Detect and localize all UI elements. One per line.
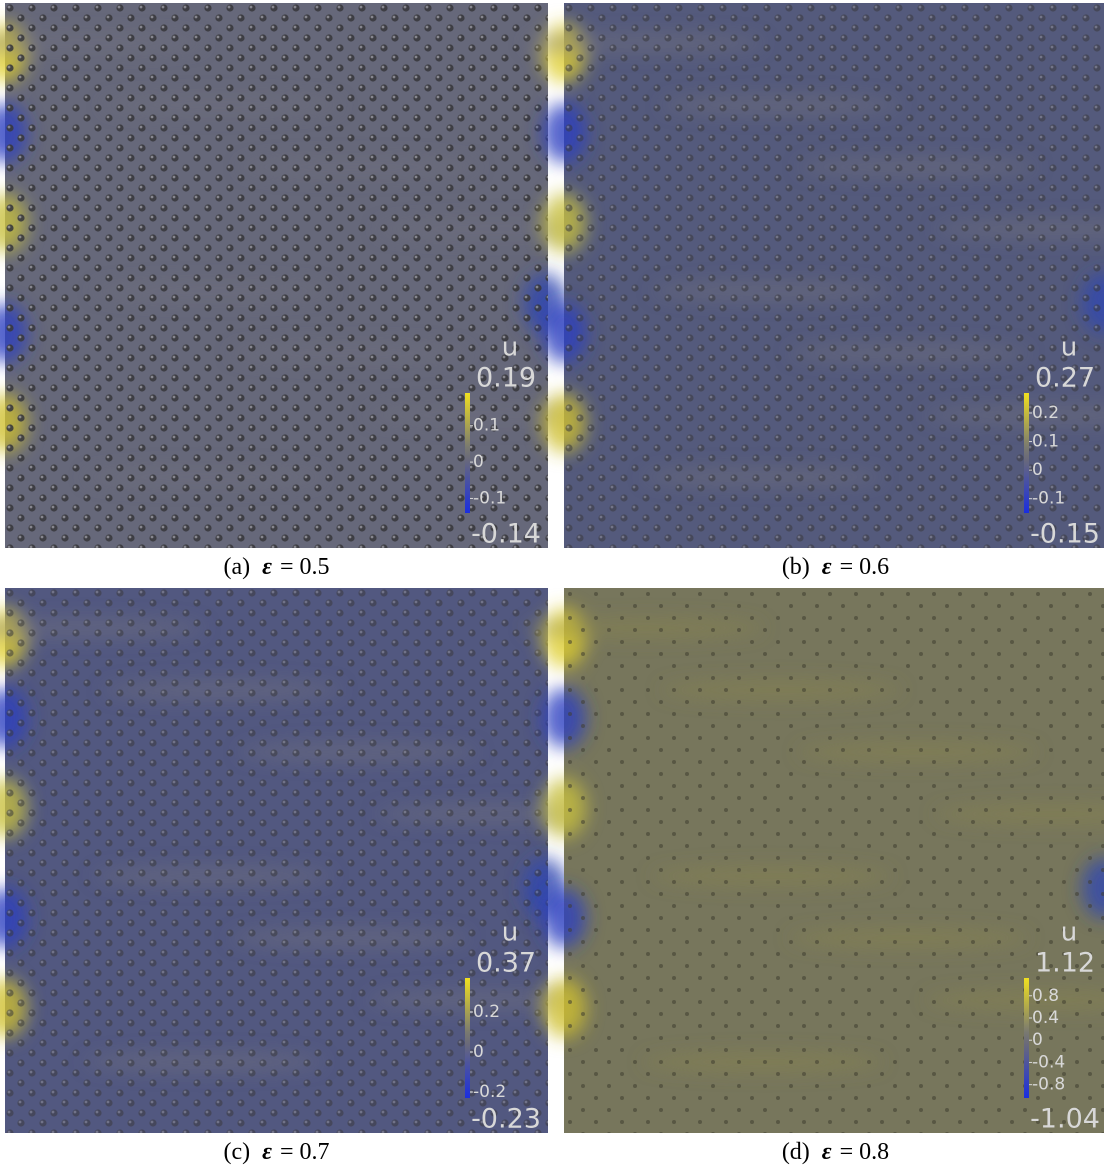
caption-symbol: ε <box>822 554 832 580</box>
colorbar-tick-label: 0.1 <box>1032 432 1059 452</box>
caption-label: (d) <box>782 1139 810 1165</box>
caption-value: = 0.8 <box>840 1139 890 1165</box>
colorbar-title: u <box>1061 333 1077 363</box>
caption-value: = 0.6 <box>840 554 890 580</box>
caption-symbol: ε <box>822 1139 832 1165</box>
caption: (b) ε = 0.6 <box>782 554 889 580</box>
colorbar-max: 0.37 <box>476 948 536 979</box>
colorbar-min: -0.15 <box>1030 519 1100 550</box>
caption-value: = 0.5 <box>280 554 330 580</box>
inclusions <box>564 588 1104 1133</box>
inclusions <box>564 3 1104 548</box>
colorbar-tick-label: -0.4 <box>1032 1052 1065 1072</box>
caption: (d) ε = 0.8 <box>782 1139 889 1165</box>
colorbar-min: -1.04 <box>1030 1104 1100 1135</box>
caption-value: = 0.7 <box>280 1139 330 1165</box>
caption: (a) ε = 0.5 <box>223 554 329 580</box>
panel: u0.37 -0.23 0.2 0 -0.2 <box>0 588 616 1135</box>
colorbar-tick-label: -0.1 <box>1032 489 1065 509</box>
colorbar-max: 0.27 <box>1035 363 1095 394</box>
colorbar-tick-label: -0.2 <box>473 1082 506 1102</box>
colorbar <box>1024 393 1029 513</box>
panel: u1.12 -1.04 0.80.40-0.4 -0.8 <box>524 588 1104 1135</box>
colorbar <box>1024 978 1029 1098</box>
caption-label: (b) <box>782 554 810 580</box>
colorbar-tick-label: 0.1 <box>473 416 500 436</box>
panel: u0.27 -0.15 0.2 0.1 0 -0.1 <box>524 3 1104 550</box>
colorbar-tick-label: 0 <box>1032 1030 1043 1050</box>
panel: u0.19 -0.14 0.1 0 -0.1 <box>0 3 616 550</box>
caption-label: (c) <box>223 1139 250 1165</box>
colorbar <box>465 393 470 513</box>
caption-label: (a) <box>223 554 250 580</box>
colorbar-title: u <box>502 918 518 948</box>
colorbar-title: u <box>1061 918 1077 948</box>
colorbar-title: u <box>502 333 518 363</box>
colorbar-tick-label: -0.1 <box>473 488 506 508</box>
colorbar-tick-label: -0.8 <box>1032 1075 1065 1095</box>
colorbar-min: -0.14 <box>471 519 541 550</box>
caption-symbol: ε <box>262 1139 272 1165</box>
figure: u0.19-0.140.10-0.1(a)ε= 0.5u0.27-0.150.2… <box>0 0 1104 1170</box>
colorbar-min: -0.23 <box>471 1104 541 1135</box>
caption: (c) ε = 0.7 <box>223 1139 329 1165</box>
colorbar-tick-label: 0.2 <box>1032 403 1059 423</box>
colorbar-tick-label: 0 <box>1032 460 1043 480</box>
colorbar-max: 0.19 <box>476 363 536 394</box>
colorbar-tick-label: 0.2 <box>473 1002 500 1022</box>
colorbar-tick-label: 0.4 <box>1032 1008 1059 1028</box>
colorbar-tick-label: 0 <box>473 1042 484 1062</box>
caption-symbol: ε <box>262 554 272 580</box>
colorbar-tick-label: 0 <box>473 452 484 472</box>
colorbar-tick-label: 0.8 <box>1032 986 1059 1006</box>
colorbar <box>465 978 470 1098</box>
colorbar-max: 1.12 <box>1035 948 1095 979</box>
page: {"panels": [ {"caption": {"label": "(a)"… <box>0 0 1104 1170</box>
